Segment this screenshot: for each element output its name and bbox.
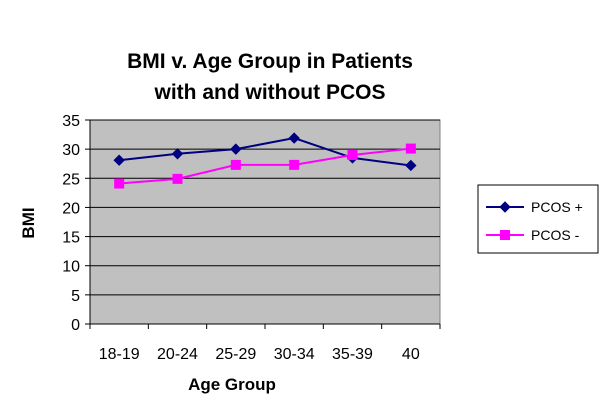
- x-tick-label: 18-19: [99, 346, 140, 363]
- y-tick-label: 25: [62, 171, 80, 188]
- series-1-line: [119, 137, 411, 167]
- plot-background: [89, 119, 441, 325]
- series-1-point: [230, 143, 242, 155]
- series-1-point: [113, 154, 125, 166]
- series-1-point: [405, 159, 417, 172]
- plot-area: 0 5 10 15 20 25 30 35 18-19 20-24 25-29 30-34 35-39 4…: [62, 113, 441, 363]
- series-2-point: [114, 178, 125, 189]
- y-tick-label: 30: [62, 142, 80, 159]
- y-tick-label: 0: [71, 317, 80, 334]
- series-2-point: [347, 149, 358, 160]
- y-tick-label: 5: [71, 288, 80, 305]
- y-axis-title: BMI: [19, 207, 38, 238]
- x-tick-label: 30-34: [274, 346, 315, 363]
- series-1-point: [288, 132, 300, 144]
- legend-label: PCOS +: [531, 199, 583, 215]
- x-axis-title: Age Group: [188, 375, 276, 394]
- y-tick-label: 10: [62, 259, 80, 276]
- legend-box: [477, 184, 599, 254]
- series-2-point: [289, 159, 300, 170]
- series-1-point: [171, 148, 184, 160]
- series-2-point: [405, 143, 416, 154]
- series-2-point: [230, 159, 241, 170]
- y-tick-label: 15: [62, 230, 80, 247]
- legend-marker: [500, 230, 510, 240]
- y-tick-label: 20: [62, 200, 80, 217]
- legend-label: PCOS -: [531, 227, 580, 243]
- y-tick-label: 35: [62, 113, 80, 130]
- series-2-line: [119, 147, 411, 185]
- chart-title-line-2: with and without PCOS: [154, 81, 386, 104]
- legend: PCOS + PCOS -: [477, 184, 599, 254]
- series-2-point: [172, 173, 183, 184]
- legend-marker: [499, 201, 511, 213]
- x-tick-label: 20-24: [157, 346, 198, 363]
- chart-title-line-1: BMI v. Age Group in Patients: [127, 50, 413, 73]
- x-tick-label: 40: [402, 346, 420, 363]
- x-tick-label: 25-29: [215, 346, 256, 363]
- x-tick-label: 35-39: [332, 346, 373, 363]
